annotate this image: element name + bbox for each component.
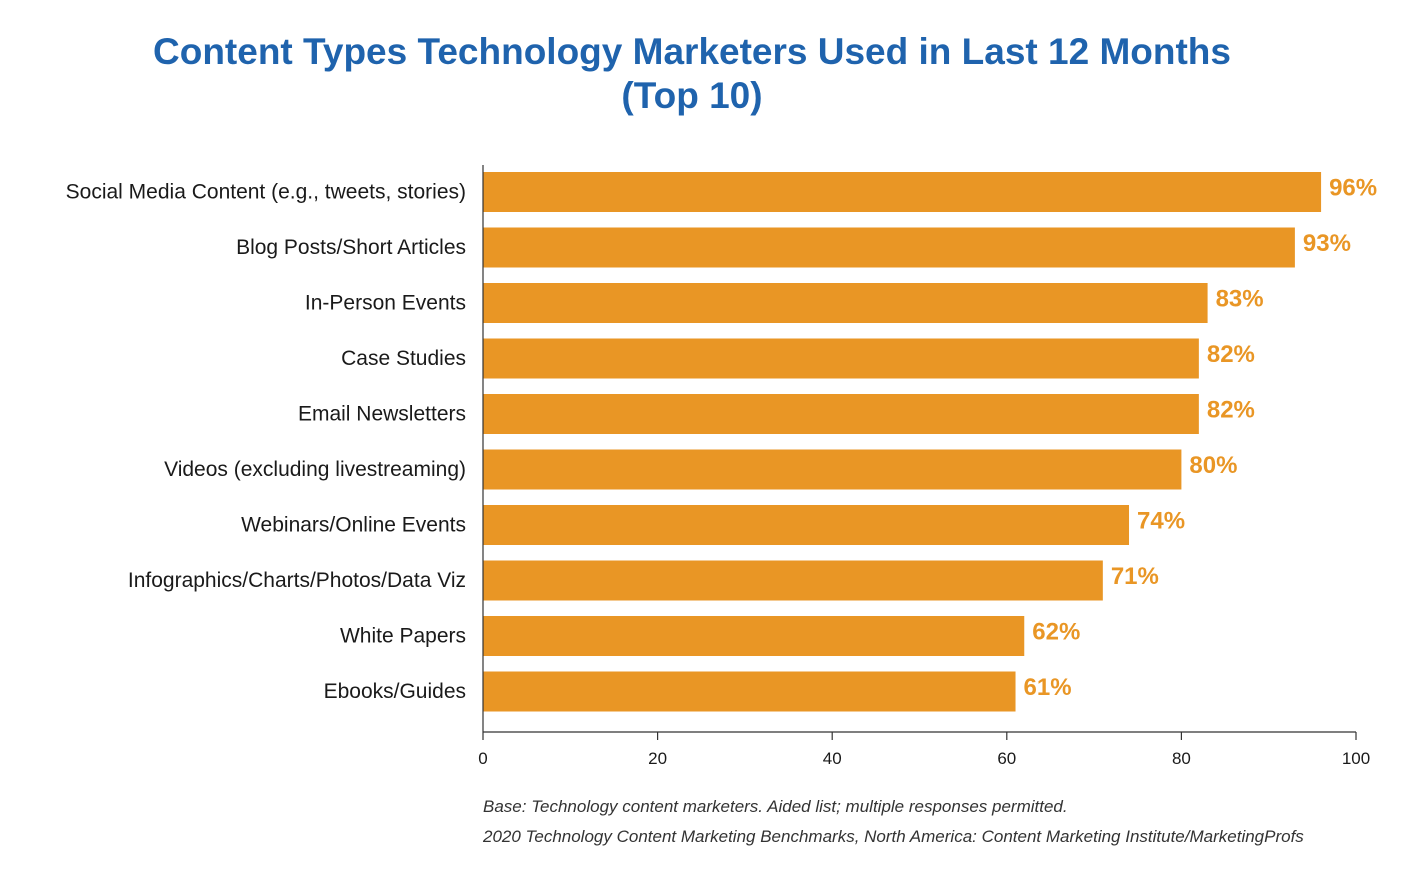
bar-6 (483, 505, 1130, 545)
category-label-6: Webinars/Online Events (241, 514, 466, 537)
value-label-6: 74% (1137, 508, 1185, 535)
value-label-8: 62% (1032, 619, 1080, 646)
bar-7 (483, 560, 1103, 601)
category-label-3: Case Studies (341, 347, 466, 370)
bar-5 (483, 449, 1182, 490)
chart-title-line-2: (Top 10) (621, 75, 763, 116)
category-label-5: Videos (excluding livestreaming) (164, 458, 466, 481)
bar-9 (483, 671, 1016, 712)
category-label-7: Infographics/Charts/Photos/Data Viz (128, 569, 466, 592)
bar-0 (483, 172, 1322, 212)
category-label-2: In-Person Events (305, 292, 466, 315)
footnote-source: 2020 Technology Content Marketing Benchm… (483, 827, 1304, 846)
category-label-8: White Papers (340, 625, 466, 648)
category-label-9: Ebooks/Guides (324, 680, 466, 703)
x-tick-label-4: 80 (1172, 749, 1191, 768)
x-tick-label-5: 100 (1342, 749, 1370, 768)
value-label-4: 82% (1207, 397, 1255, 424)
category-label-1: Blog Posts/Short Articles (236, 236, 466, 259)
bar-3 (483, 338, 1199, 379)
x-tick-label-2: 40 (823, 749, 842, 768)
value-label-5: 80% (1189, 452, 1237, 479)
bar-4 (483, 394, 1199, 434)
bars-layer: Social Media Content (e.g., tweets, stor… (66, 172, 1377, 712)
value-label-7: 71% (1111, 563, 1159, 590)
value-label-3: 82% (1207, 341, 1255, 368)
axes-layer: 0 20 40 60 80 100 (478, 165, 1370, 768)
x-tick-label-3: 60 (997, 749, 1016, 768)
bar-2 (483, 283, 1208, 323)
bar-8 (483, 616, 1025, 656)
value-label-9: 61% (1024, 674, 1072, 701)
footnote-base: Base: Technology content marketers. Aide… (483, 797, 1068, 816)
value-label-0: 96% (1329, 175, 1377, 202)
category-label-4: Email Newsletters (298, 403, 466, 426)
value-label-1: 93% (1303, 230, 1351, 257)
chart-title: Content Types Technology Marketers Used … (0, 30, 1384, 118)
bar-1 (483, 227, 1295, 268)
x-tick-label-0: 0 (478, 749, 487, 768)
category-label-0: Social Media Content (e.g., tweets, stor… (66, 181, 466, 204)
x-tick-label-1: 20 (648, 749, 667, 768)
value-label-2: 83% (1216, 286, 1264, 313)
chart-title-line-1: Content Types Technology Marketers Used … (153, 31, 1231, 72)
